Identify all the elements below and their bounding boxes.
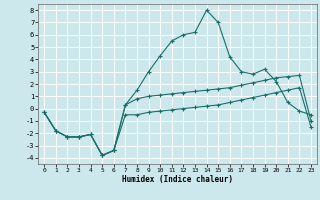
X-axis label: Humidex (Indice chaleur): Humidex (Indice chaleur) <box>122 175 233 184</box>
